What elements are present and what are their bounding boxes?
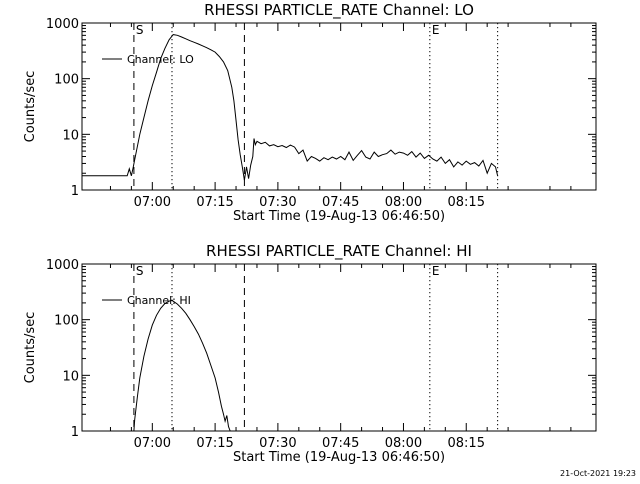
y-tick-label: 10 <box>62 369 79 384</box>
x-tick-label: 08:00 <box>385 195 422 210</box>
marker-label: S <box>136 23 144 37</box>
x-tick-label: 08:00 <box>385 436 422 451</box>
x-tick-label: 08:15 <box>448 195 485 210</box>
marker-label: E <box>432 23 440 37</box>
x-tick-label: 07:15 <box>196 436 233 451</box>
y-tick-label: 1000 <box>46 17 79 32</box>
legend-label: Channel: LO <box>127 53 194 66</box>
y-tick-label: 10 <box>62 128 79 143</box>
x-tick-label: 07:45 <box>322 195 359 210</box>
y-tick-label: 1 <box>71 425 79 440</box>
timestamp-stamp: 21-Oct-2021 19:23 <box>560 469 636 478</box>
x-tick-label: 07:00 <box>134 436 171 451</box>
plot-frame <box>81 263 597 432</box>
y-tick-label: 100 <box>54 73 79 88</box>
marker-label: E <box>432 264 440 278</box>
marker-label: S <box>136 264 144 278</box>
x-tick-label: 07:45 <box>322 436 359 451</box>
chart-panel-1: RHESSI PARTICLE_RATE Channel: LO 1 10 100 10… <box>23 1 597 224</box>
y-axis-label: Counts/sec <box>23 312 38 384</box>
chart-title: RHESSI PARTICLE_RATE Channel: HI <box>206 242 472 261</box>
y-axis-label: Counts/sec <box>23 71 38 143</box>
x-axis-label: Start Time (19-Aug-13 06:46:50) <box>233 209 445 224</box>
y-tick-label: 100 <box>54 314 79 329</box>
series-line-1 <box>82 34 499 181</box>
x-axis-label: Start Time (19-Aug-13 06:46:50) <box>233 450 445 465</box>
x-tick-label: 07:30 <box>259 436 296 451</box>
x-tick-label: 07:15 <box>196 195 233 210</box>
x-tick-label: 07:30 <box>259 195 296 210</box>
chart-title: RHESSI PARTICLE_RATE Channel: LO <box>204 1 474 20</box>
x-tick-label: 07:00 <box>134 195 171 210</box>
y-tick-label: 1000 <box>46 258 79 273</box>
legend-label: Channel: HI <box>127 294 191 307</box>
chart-panel-2: RHESSI PARTICLE_RATE Channel: HI 1 10 100 10… <box>23 242 597 465</box>
x-tick-label: 08:15 <box>448 436 485 451</box>
y-tick-label: 1 <box>71 184 79 199</box>
plot-frame <box>81 22 597 191</box>
series-line-1 <box>133 299 231 431</box>
